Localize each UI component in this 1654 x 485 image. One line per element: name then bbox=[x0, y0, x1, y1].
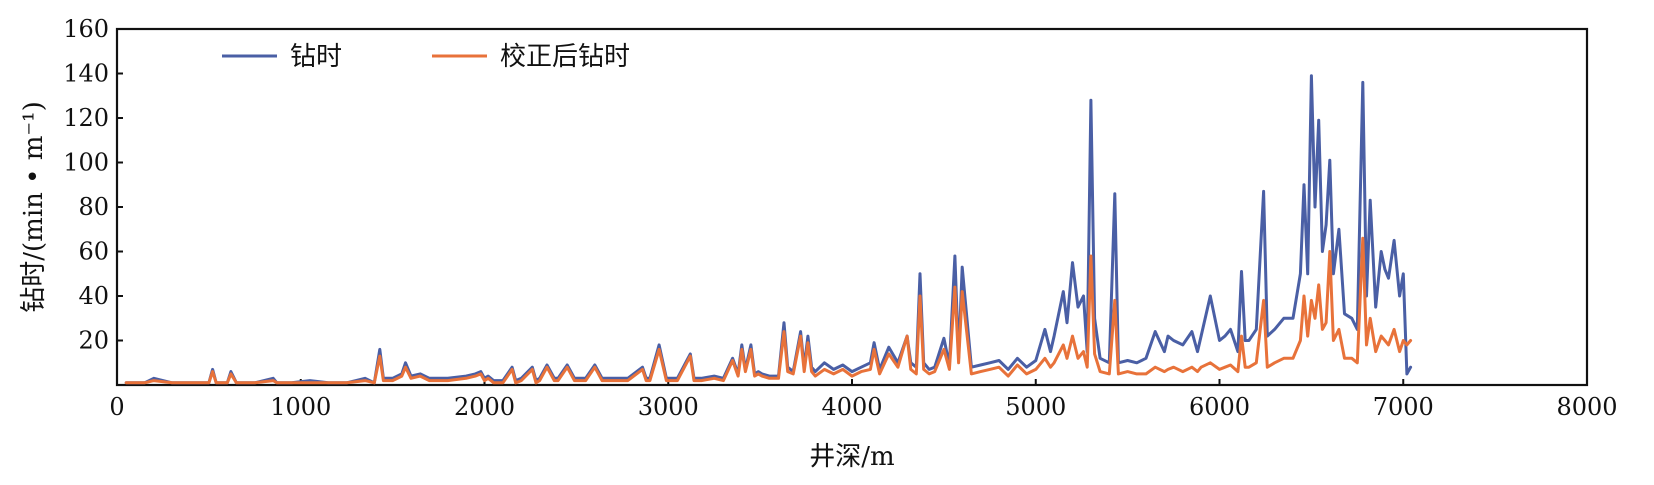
y-tick-label: 40 bbox=[78, 282, 109, 310]
legend-label-0: 钻时 bbox=[290, 42, 342, 72]
y-tick-label: 120 bbox=[63, 104, 109, 132]
x-tick-label: 3000 bbox=[638, 393, 699, 421]
x-tick-label: 7000 bbox=[1373, 393, 1434, 421]
x-tick-label: 4000 bbox=[821, 393, 882, 421]
x-tick-label: 2000 bbox=[454, 393, 515, 421]
y-tick-label: 20 bbox=[78, 327, 109, 355]
x-axis-label: 井深/m bbox=[809, 442, 894, 472]
y-tick-label: 80 bbox=[78, 193, 109, 221]
y-axis-label: 钻时/(min • m⁻¹) bbox=[19, 101, 49, 312]
y-tick-label: 60 bbox=[78, 238, 109, 266]
series-line-1 bbox=[124, 236, 1413, 385]
legend-label-1: 校正后钻时 bbox=[500, 42, 630, 72]
x-tick-label: 0 bbox=[109, 393, 124, 421]
series-layer bbox=[124, 74, 1413, 385]
tick-layer: 0 1000 2000 3000 4000 5000 6000 7000 8000 20 40 60 8… bbox=[63, 15, 1617, 421]
y-tick-label: 100 bbox=[63, 149, 109, 177]
x-tick-label: 8000 bbox=[1556, 393, 1617, 421]
legend: 钻时 校正后钻时 bbox=[222, 42, 630, 72]
x-tick-label: 6000 bbox=[1189, 393, 1250, 421]
x-tick-label: 1000 bbox=[270, 393, 331, 421]
y-tick-label: 140 bbox=[63, 60, 109, 88]
series-line-0 bbox=[124, 74, 1413, 385]
x-tick-label: 5000 bbox=[1005, 393, 1066, 421]
y-tick-label: 160 bbox=[63, 15, 109, 43]
